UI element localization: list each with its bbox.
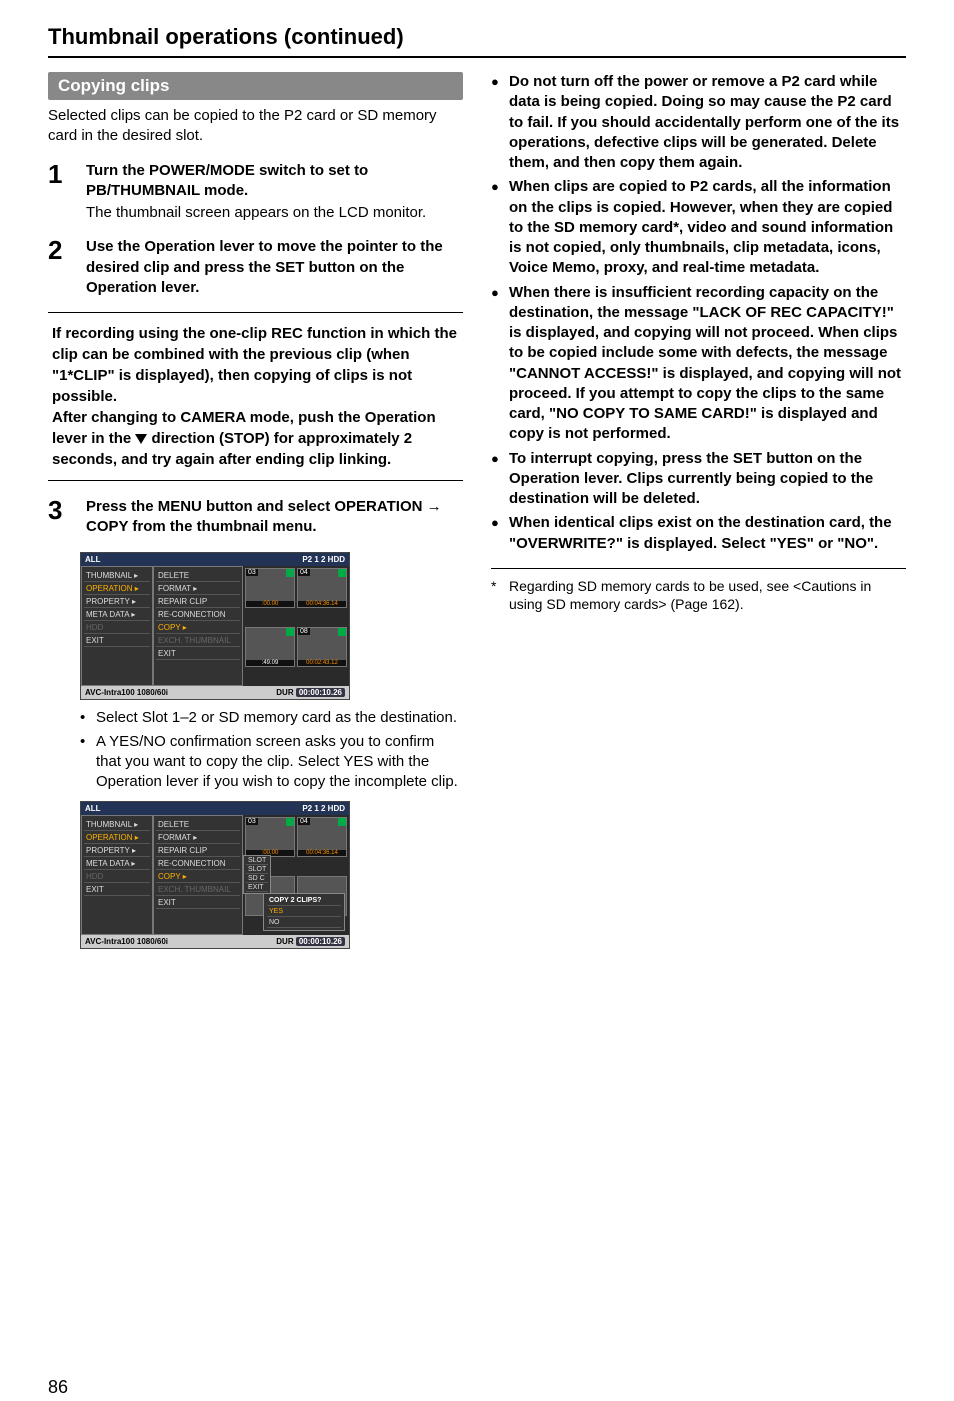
ss-top-left: ALL — [85, 555, 101, 564]
sub-bullet: •Select Slot 1–2 or SD memory card as th… — [80, 708, 463, 728]
step-number: 3 — [48, 497, 72, 538]
down-triangle-icon — [135, 434, 147, 444]
step-lead: Use the Operation lever to move the poin… — [86, 237, 463, 298]
footnote: * Regarding SD memory cards to be used, … — [491, 577, 906, 613]
page-number: 86 — [48, 1377, 68, 1398]
ss-menu-2: DELETE FORMAT ▸ REPAIR CLIP RE-CONNECTIO… — [153, 566, 243, 686]
ss-menu-1: THUMBNAIL ▸ OPERATION ▸ PROPERTY ▸ META … — [81, 566, 153, 686]
step-number: 2 — [48, 237, 72, 298]
note-item: When there is insufficient recording cap… — [509, 283, 906, 445]
ss-thumbs: 03:00.00 0400:04:36.14 :49.09 0800:02:43… — [243, 566, 349, 686]
page-title: Thumbnail operations (continued) — [48, 24, 906, 58]
step-lead: Press the MENU button and select OPERATI… — [86, 497, 463, 538]
step-lead: Turn the POWER/MODE switch to set to PB/… — [86, 161, 463, 202]
section-heading: Copying clips — [48, 72, 463, 100]
note-item: Do not turn off the power or remove a P2… — [509, 72, 906, 173]
note-item: When clips are copied to P2 cards, all t… — [509, 177, 906, 278]
menu-screenshot-1: ALL P2 1 2 HDD THUMBNAIL ▸ OPERATION ▸ P… — [80, 552, 350, 700]
note-item: When identical clips exist on the destin… — [509, 513, 906, 554]
intro-text: Selected clips can be copied to the P2 c… — [48, 106, 463, 147]
slot-submenu: SLOT SLOT SD C EXIT — [243, 855, 271, 894]
confirm-popup: COPY 2 CLIPS? YES NO — [263, 893, 345, 931]
note-line-1: If recording using the one-clip REC func… — [52, 325, 457, 405]
step-sub: The thumbnail screen appears on the LCD … — [86, 203, 463, 223]
sub-bullet: •A YES/NO confirmation screen asks you t… — [80, 732, 463, 793]
menu-screenshot-2: ALL P2 1 2 HDD THUMBNAIL ▸ OPERATION ▸ P… — [80, 801, 350, 949]
step-2: 2 Use the Operation lever to move the po… — [48, 237, 463, 298]
note-item: To interrupt copying, press the SET butt… — [509, 449, 906, 510]
ss-top-right: P2 1 2 HDD — [302, 555, 345, 564]
step-number: 1 — [48, 161, 72, 224]
notes-list: ●Do not turn off the power or remove a P… — [491, 72, 906, 569]
step-3: 3 Press the MENU button and select OPERA… — [48, 497, 463, 538]
note-box: If recording using the one-clip REC func… — [48, 312, 463, 481]
step-1: 1 Turn the POWER/MODE switch to set to P… — [48, 161, 463, 224]
